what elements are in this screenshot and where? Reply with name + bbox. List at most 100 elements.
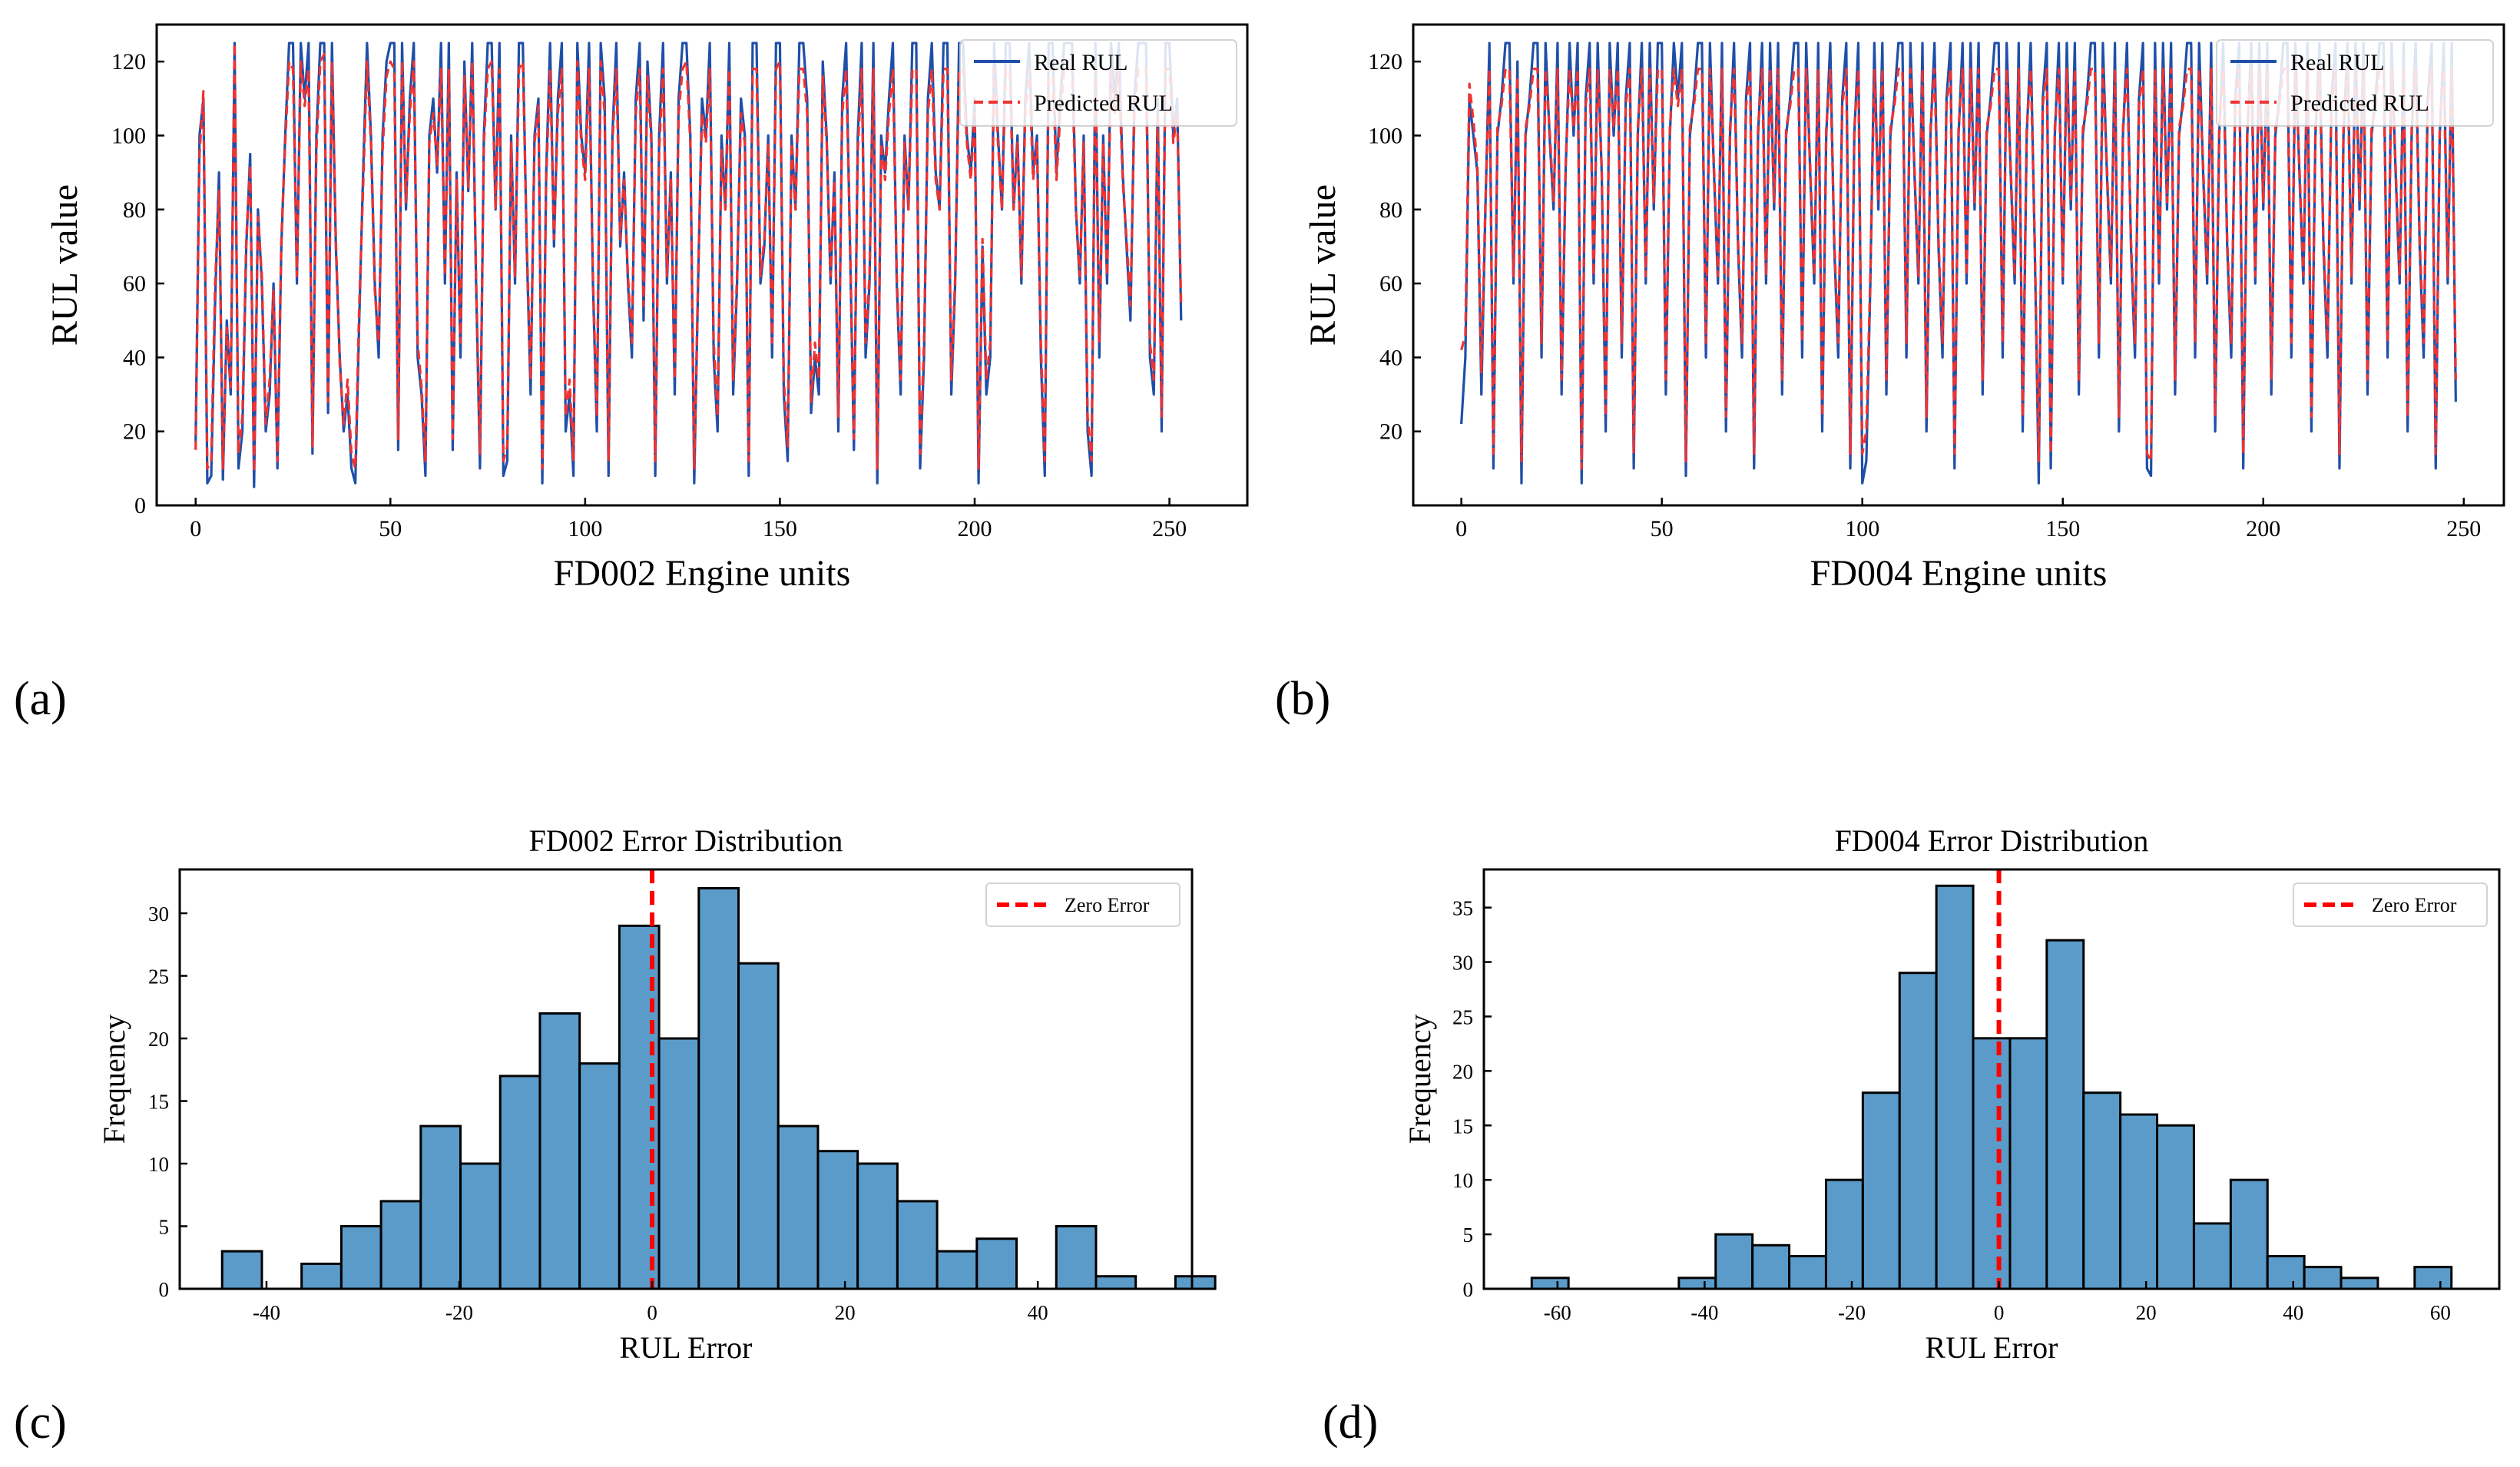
x-tick-label: 0: [190, 516, 201, 541]
histogram-bar: [2008, 1037, 2048, 1290]
y-tick-label: 15: [148, 1091, 169, 1114]
histogram-bar: [2266, 1254, 2306, 1290]
x-tick-label: 20: [2136, 1301, 2157, 1324]
chart-fd004-error-histogram: FD004 Error Distribution -60 -40 -20 0 20 40 6…: [1323, 823, 2501, 1449]
x-tick-label: 100: [1845, 516, 1879, 541]
legend-box-a: [959, 39, 1237, 127]
y-tick-label: 60: [123, 271, 146, 296]
x-tick-label: 250: [2446, 516, 2481, 541]
histogram-bars-d: [1530, 884, 2453, 1290]
histogram-bar: [2156, 1124, 2195, 1290]
y-tick-label: 20: [148, 1028, 169, 1051]
histogram-bar: [1677, 1277, 1717, 1290]
x-tick-label: 20: [835, 1301, 856, 1324]
histogram-bar: [538, 1012, 581, 1290]
histogram-bars-c: [220, 886, 1217, 1290]
plot-frame-b: [1412, 23, 2505, 507]
legend-c: Zero Error: [985, 883, 1181, 927]
y-tick-label: 10: [1452, 1169, 1473, 1192]
plot-frame-a: [155, 23, 1249, 507]
chart-fd004-rul-line: 0 50 100 150 200 250 20 40 60 80 100 120 Real RUL P…: [1275, 23, 2505, 725]
y-tick-label: 20: [123, 419, 146, 445]
ticks-c: -40 -20 0 20 40 0 5 10 15 20 25 30: [148, 902, 1048, 1324]
legend-d: Zero Error: [2293, 883, 2488, 927]
histogram-bar: [1174, 1275, 1217, 1290]
x-tick-label: 100: [568, 516, 602, 541]
x-tick-label: -40: [253, 1301, 280, 1324]
legend-label-zero-d: Zero Error: [2372, 894, 2457, 916]
chart-title-c: FD002 Error Distribution: [529, 823, 843, 858]
histogram-bar: [2229, 1178, 2269, 1290]
histogram-bar: [2303, 1266, 2343, 1290]
histogram-bar: [379, 1200, 422, 1290]
y-tick-label: 40: [1379, 345, 1402, 370]
x-tick-label: 0: [647, 1301, 657, 1324]
series-line-predicted-rul: [194, 41, 1183, 474]
histogram-bar: [975, 1237, 1018, 1290]
y-tick-label: 10: [148, 1153, 169, 1176]
y-axis-label-d: Frequency: [1402, 1015, 1437, 1144]
histogram-bar: [1898, 972, 1938, 1290]
histogram-bar: [2082, 1091, 2122, 1290]
y-tick-label: 20: [1452, 1060, 1473, 1083]
x-tick-label: 60: [2430, 1301, 2451, 1324]
legend-box-b: [2216, 39, 2494, 127]
legend-box-d: [2293, 883, 2488, 927]
histogram-bar: [737, 962, 780, 1290]
histogram-bar: [459, 1162, 502, 1290]
panel-label-a: (a): [14, 673, 67, 725]
histogram-bar: [1055, 1225, 1098, 1290]
y-tick-label: 25: [148, 965, 169, 988]
histogram-bar: [1788, 1254, 1827, 1290]
legend-label-predicted-a: Predicted RUL: [1034, 91, 1173, 116]
legend-a: Real RUL Predicted RUL: [959, 39, 1237, 127]
panel-label-b: (b): [1275, 673, 1330, 725]
y-tick-label: 35: [1452, 897, 1473, 920]
legend-label-predicted-b: Predicted RUL: [2290, 91, 2429, 116]
x-tick-label: 0: [1455, 516, 1467, 541]
histogram-bar: [2192, 1222, 2232, 1290]
x-tick-label: 150: [2045, 516, 2080, 541]
x-axis-label-b: FD004 Engine units: [1810, 553, 2108, 594]
y-tick-label: 30: [1452, 952, 1473, 975]
histogram-bar: [1972, 1037, 2012, 1290]
histogram-bar: [896, 1200, 939, 1290]
histogram-bar: [498, 1075, 541, 1290]
x-tick-label: 200: [2246, 516, 2280, 541]
histogram-bar: [419, 1124, 462, 1290]
y-tick-label: 0: [134, 493, 146, 518]
chart-fd002-rul-line: 0 50 100 150 200 250 0 20 40 60 80 100 120 Real RUL …: [14, 23, 1249, 725]
y-tick-label: 20: [1379, 419, 1402, 445]
histogram-bar: [935, 1250, 979, 1290]
y-tick-label: 100: [111, 123, 146, 148]
legend-box-c: [985, 883, 1181, 927]
histogram-bar: [339, 1225, 382, 1290]
series-lines-b: [1460, 41, 2457, 485]
histogram-bar: [856, 1162, 899, 1290]
panel-label-c: (c): [14, 1396, 67, 1449]
x-axis-label-d: RUL Error: [1926, 1330, 2058, 1365]
histogram-bar: [2045, 939, 2085, 1290]
x-axis-label-a: FD002 Engine units: [554, 553, 851, 594]
plot-frame-c: [178, 868, 1194, 1290]
y-tick-label: 5: [1463, 1224, 1474, 1247]
y-axis-label-c: Frequency: [97, 1015, 131, 1144]
histogram-bar: [220, 1250, 263, 1290]
legend-label-real-b: Real RUL: [2290, 50, 2384, 75]
x-tick-label: 50: [1651, 516, 1674, 541]
histogram-bar: [1094, 1275, 1137, 1290]
y-tick-label: 120: [1368, 49, 1402, 75]
y-tick-label: 0: [159, 1278, 170, 1301]
y-tick-label: 30: [148, 902, 169, 926]
x-tick-label: -20: [445, 1301, 473, 1324]
histogram-bar: [697, 886, 740, 1290]
histogram-bar: [657, 1037, 700, 1290]
histogram-bar: [777, 1124, 820, 1290]
y-tick-label: 120: [111, 49, 146, 75]
panel-label-d: (d): [1323, 1396, 1378, 1449]
ticks-d: -60 -40 -20 0 20 40 60 0 5 10 15 20 25 30 35: [1452, 897, 2451, 1324]
ticks-a: 0 50 100 150 200 250 0 20 40 60 80 100 120: [111, 49, 1187, 541]
x-tick-label: 50: [379, 516, 402, 541]
histogram-bar: [816, 1150, 859, 1290]
